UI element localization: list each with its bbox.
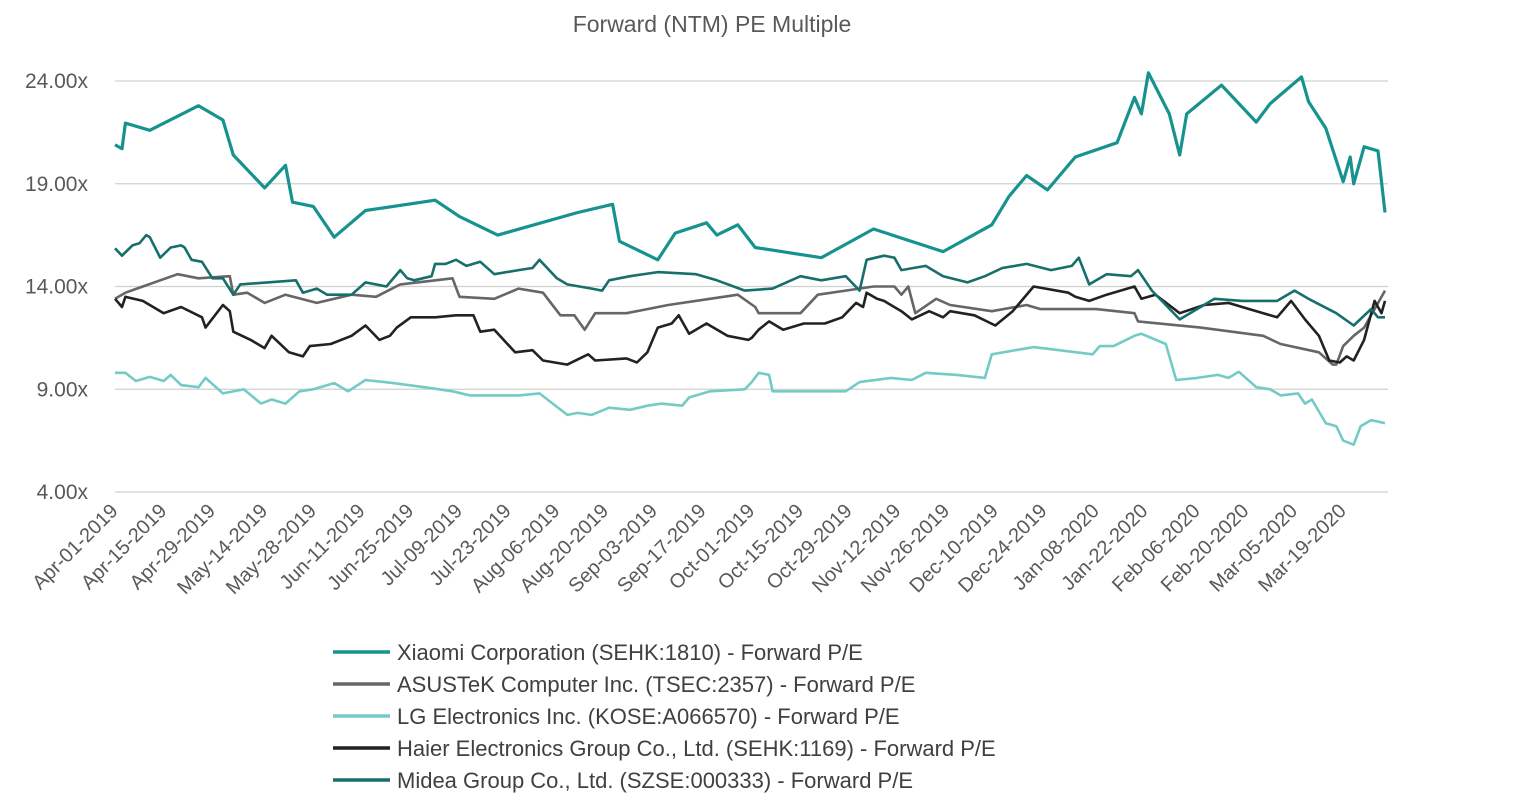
y-tick-label: 14.00x [25, 276, 89, 299]
legend-label: LG Electronics Inc. (KOSE:A066570) - For… [397, 704, 900, 729]
legend: Xiaomi Corporation (SEHK:1810) - Forward… [333, 640, 996, 793]
series-line-1 [114, 272, 1387, 366]
y-tick-label: 9.00x [37, 378, 89, 401]
x-axis-ticks: Apr-01-2019Apr-15-2019Apr-29-2019May-14-… [28, 500, 1350, 599]
chart-title: Forward (NTM) PE Multiple [573, 11, 852, 37]
series-line-0 [114, 71, 1387, 262]
legend-label: Xiaomi Corporation (SEHK:1810) - Forward… [397, 640, 863, 665]
series-lines [114, 71, 1387, 446]
y-tick-label: 19.00x [25, 173, 89, 196]
y-tick-label: 4.00x [37, 481, 89, 504]
y-axis-ticks: 4.00x 9.00x 14.00x 19.00x 24.00x [25, 70, 89, 504]
gridlines [115, 80, 1388, 493]
legend-label: ASUSTeK Computer Inc. (TSEC:2357) - Forw… [397, 672, 915, 697]
legend-label: Midea Group Co., Ltd. (SZSE:000333) - Fo… [397, 768, 913, 793]
series-line-4 [114, 233, 1385, 327]
series-line-3 [114, 285, 1387, 366]
legend-label: Haier Electronics Group Co., Ltd. (SEHK:… [397, 736, 996, 761]
series-line-2 [115, 332, 1386, 446]
y-tick-label: 24.00x [25, 70, 89, 93]
